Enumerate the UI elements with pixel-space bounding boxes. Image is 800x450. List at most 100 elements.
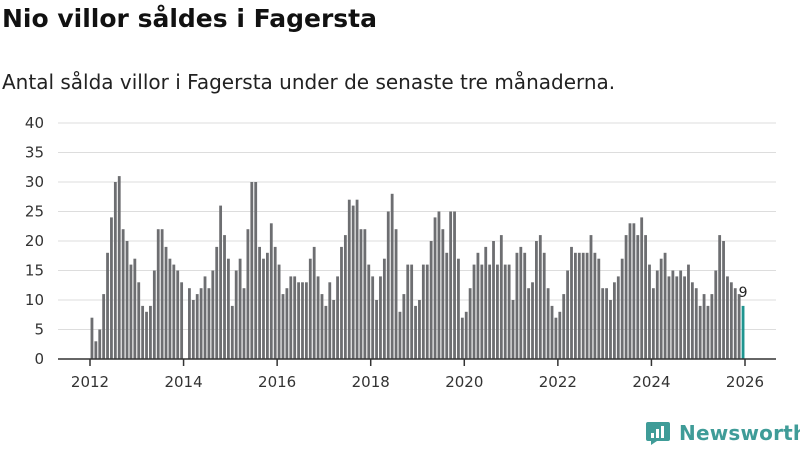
bar xyxy=(453,211,456,359)
bar xyxy=(254,182,258,359)
bar xyxy=(110,217,113,359)
bar xyxy=(628,223,632,359)
bar xyxy=(710,294,714,359)
bar xyxy=(277,264,281,359)
bar xyxy=(683,276,686,359)
bar xyxy=(519,246,523,359)
bar xyxy=(722,241,725,359)
bar xyxy=(702,294,706,359)
bar xyxy=(234,270,238,359)
bar xyxy=(402,294,406,359)
bar xyxy=(367,264,371,359)
bar xyxy=(398,311,402,359)
brand-logo: Newsworthy xyxy=(645,420,800,446)
bar xyxy=(394,229,398,359)
bar xyxy=(340,246,343,359)
bar xyxy=(250,182,254,359)
bar xyxy=(558,311,562,359)
bar xyxy=(410,264,414,359)
bar xyxy=(238,258,242,359)
bar xyxy=(149,305,152,359)
bar xyxy=(585,252,589,359)
bar xyxy=(199,288,203,359)
bar xyxy=(121,229,125,359)
bar xyxy=(308,258,312,359)
x-tick-label: 2022 xyxy=(539,373,577,391)
bar xyxy=(499,235,503,359)
bar xyxy=(90,317,94,359)
bar xyxy=(464,311,468,359)
bar xyxy=(258,246,261,359)
x-tick-label: 2026 xyxy=(726,373,764,391)
bar xyxy=(737,294,741,359)
bar xyxy=(386,211,390,359)
bar xyxy=(137,282,141,359)
bar xyxy=(655,270,659,359)
bar xyxy=(460,317,464,359)
bar xyxy=(718,235,722,359)
bar xyxy=(429,241,433,359)
bar xyxy=(714,270,718,359)
bar xyxy=(538,235,542,359)
y-tick-label: 40 xyxy=(25,114,44,132)
bar xyxy=(437,211,441,359)
bar xyxy=(542,252,546,359)
bar xyxy=(706,305,710,359)
bar xyxy=(293,276,297,359)
bar xyxy=(188,288,191,359)
bar xyxy=(227,258,230,359)
bar-latest xyxy=(741,305,745,359)
bar xyxy=(343,235,347,359)
bar xyxy=(562,294,566,359)
bar xyxy=(535,241,538,359)
bar xyxy=(382,258,386,359)
bar xyxy=(663,252,667,359)
bar xyxy=(172,264,176,359)
y-tick-label: 15 xyxy=(25,262,44,280)
bar xyxy=(359,229,363,359)
bar xyxy=(624,235,628,359)
x-tick-label: 2024 xyxy=(632,373,670,391)
bar xyxy=(671,270,675,359)
bar xyxy=(566,270,570,359)
y-tick-label: 30 xyxy=(25,173,44,191)
bar xyxy=(468,288,472,359)
x-tick-label: 2014 xyxy=(164,373,202,391)
y-tick-label: 0 xyxy=(34,350,44,368)
bar xyxy=(312,246,316,359)
bar xyxy=(371,276,375,359)
bar xyxy=(531,282,534,359)
bar xyxy=(133,258,137,359)
bar xyxy=(616,276,620,359)
y-tick-label: 10 xyxy=(25,291,44,309)
bar xyxy=(472,264,476,359)
bar xyxy=(620,258,624,359)
bar xyxy=(679,270,683,359)
bar xyxy=(164,246,168,359)
bar xyxy=(550,305,554,359)
y-tick-label: 20 xyxy=(25,232,44,250)
bar xyxy=(219,205,223,359)
bar xyxy=(496,264,499,359)
bar xyxy=(230,305,234,359)
bar xyxy=(675,276,679,359)
bar xyxy=(511,300,515,359)
bar xyxy=(574,252,577,359)
bar xyxy=(507,264,511,359)
bar xyxy=(694,288,698,359)
bar xyxy=(640,217,644,359)
bar xyxy=(421,264,425,359)
bar xyxy=(659,258,663,359)
bar xyxy=(160,229,164,359)
bar xyxy=(441,229,445,359)
newsworthy-logo-icon xyxy=(646,422,670,445)
bar xyxy=(125,241,129,359)
bar xyxy=(449,211,453,359)
bar xyxy=(180,282,184,359)
bar xyxy=(601,288,605,359)
y-tick-label: 35 xyxy=(25,144,44,162)
brand-name: Newsworthy xyxy=(679,421,800,445)
bar xyxy=(597,258,601,359)
bar xyxy=(733,288,737,359)
